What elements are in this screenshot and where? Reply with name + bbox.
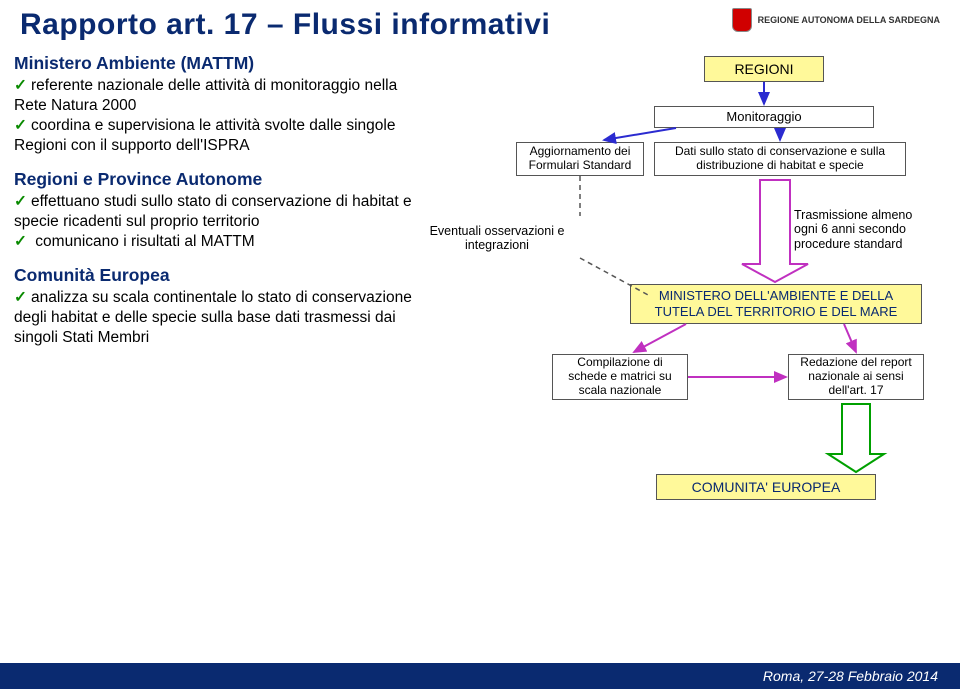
logo-text: REGIONE AUTONOMA DELLA SARDEGNA	[758, 15, 940, 25]
group-regioni: Regioni e Province Autonome effettuano s…	[14, 168, 412, 252]
mattm-b1: referente nazionale delle attività di mo…	[14, 76, 412, 116]
regioni-b1: effettuano studi sullo stato di conserva…	[14, 192, 412, 232]
header-row: Rapporto art. 17 – Flussi informativi RE…	[0, 0, 960, 46]
page-title: Rapporto art. 17 – Flussi informativi	[20, 8, 550, 42]
crest-icon	[732, 8, 752, 32]
footer-text: Roma, 27-28 Febbraio 2014	[763, 668, 938, 684]
connectors	[424, 52, 960, 522]
content-area: Ministero Ambiente (MATTM) referente naz…	[0, 46, 960, 616]
mattm-title: Ministero Ambiente (MATTM)	[14, 52, 412, 74]
footer-bar: Roma, 27-28 Febbraio 2014	[0, 663, 960, 689]
regioni-b2: comunicano i risultati al MATTM	[14, 232, 412, 252]
diagram-area: REGIONI Monitoraggio Aggiornamento dei F…	[424, 52, 946, 612]
group-ce: Comunità Europea analizza su scala conti…	[14, 264, 412, 348]
ce-b1: analizza su scala continentale lo stato …	[14, 288, 412, 347]
ce-title: Comunità Europea	[14, 264, 412, 286]
regioni-title: Regioni e Province Autonome	[14, 168, 412, 190]
group-mattm: Ministero Ambiente (MATTM) referente naz…	[14, 52, 412, 156]
region-logo: REGIONE AUTONOMA DELLA SARDEGNA	[732, 8, 940, 32]
mattm-b2: coordina e supervisiona le attività svol…	[14, 116, 412, 156]
left-column: Ministero Ambiente (MATTM) referente naz…	[14, 52, 412, 612]
